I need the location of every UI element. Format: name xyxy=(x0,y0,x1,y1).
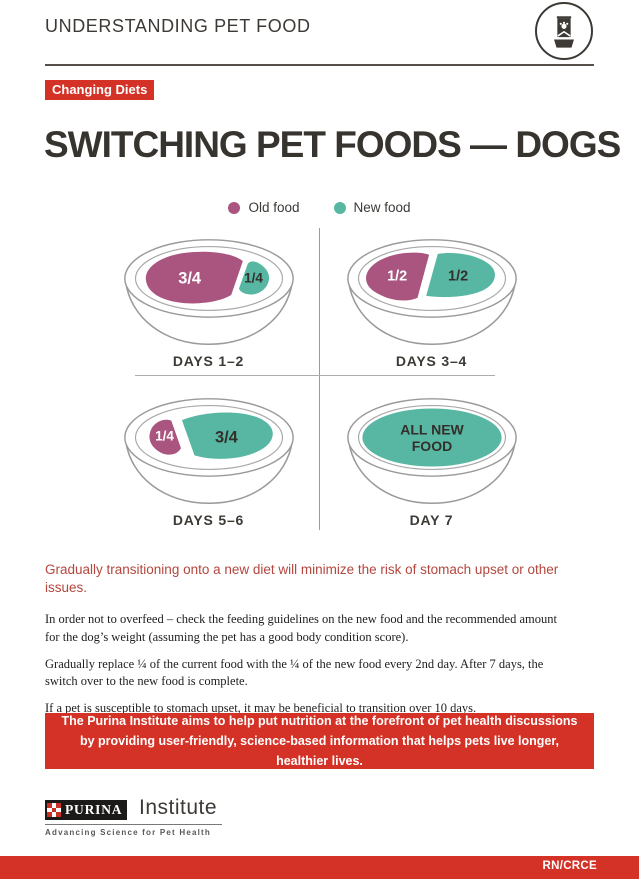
header-divider-rule xyxy=(45,64,594,66)
document-code: RN/CRCE xyxy=(542,860,597,872)
horizontal-divider xyxy=(135,375,495,376)
bowl-label-day-7: DAY 7 xyxy=(409,512,454,528)
old-food-segment xyxy=(145,251,243,304)
bowl-label-days-3-4: DAYS 3–4 xyxy=(395,353,468,369)
bowl-days-3-4: 1/2 1/2 DAYS 3–4 xyxy=(320,234,543,369)
bowl-days-1-2: 3/4 1/4 DAYS 1–2 xyxy=(97,234,320,369)
legend-item-old-food: Old food xyxy=(228,200,300,215)
purina-institute-callout: The Purina Institute aims to help put nu… xyxy=(45,713,594,769)
fraction-old: 1/4 xyxy=(155,428,174,443)
legend: Old food New food xyxy=(0,200,639,215)
vertical-divider xyxy=(319,228,320,530)
footer-tagline: Advancing Science for Pet Health xyxy=(45,828,211,837)
intro-highlight-text: Gradually transitioning onto a new diet … xyxy=(45,562,559,595)
bowl-graphic-days-3-4: 1/2 1/2 xyxy=(346,239,517,346)
old-food-dot-icon xyxy=(228,201,241,214)
purina-wordmark: PURINA xyxy=(65,802,123,818)
fraction-old: 1/2 xyxy=(387,268,407,284)
all-new-food-line2: FOOD xyxy=(411,438,452,454)
legend-label-old-food: Old food xyxy=(248,200,300,215)
new-food-segment xyxy=(425,253,495,298)
bowl-graphic-days-5-6: 1/4 3/4 xyxy=(123,398,294,505)
old-food-segment xyxy=(365,252,429,301)
bowl-days-5-6: 1/4 3/4 DAYS 5–6 xyxy=(97,393,320,528)
footer-rule xyxy=(45,824,222,825)
fraction-new: 3/4 xyxy=(214,428,238,446)
bottom-red-bar: RN/CRCE xyxy=(0,856,639,879)
callout-text: The Purina Institute aims to help put nu… xyxy=(61,714,578,768)
page-header-title: UNDERSTANDING PET FOOD xyxy=(45,16,311,36)
paragraph-replace: Gradually replace ¼ of the current food … xyxy=(45,656,544,689)
purina-checkerboard-icon xyxy=(47,803,61,817)
bowl-graphic-day-7: ALL NEW FOOD xyxy=(346,398,517,505)
fraction-new: 1/4 xyxy=(244,270,263,285)
bowl-graphic-days-1-2: 3/4 1/4 xyxy=(123,239,294,346)
fraction-old: 3/4 xyxy=(178,269,202,287)
new-food-segment xyxy=(238,261,269,295)
bowl-label-days-5-6: DAYS 5–6 xyxy=(172,512,245,528)
bowl-label-days-1-2: DAYS 1–2 xyxy=(172,353,245,369)
old-food-segment xyxy=(148,419,181,455)
body-text-block: Gradually transitioning onto a new diet … xyxy=(45,561,573,727)
bowl-day-7: ALL NEW FOOD DAY 7 xyxy=(320,393,543,528)
fraction-new: 1/2 xyxy=(448,268,468,284)
section-badge: Changing Diets xyxy=(45,80,155,100)
legend-label-new-food: New food xyxy=(353,200,411,215)
new-food-segment xyxy=(361,408,502,467)
purina-logo: PURINA xyxy=(45,800,128,820)
legend-item-new-food: New food xyxy=(333,200,411,215)
page-title: SWITCHING PET FOODS — DOGS xyxy=(44,124,621,165)
paragraph-susceptible: If a pet is susceptible to stomach upset… xyxy=(45,701,477,716)
pet-food-bag-and-bowl-icon xyxy=(535,2,593,60)
pet-food-icon-graphic xyxy=(554,16,574,48)
all-new-food-line1: ALL NEW xyxy=(400,422,464,438)
bowls-grid: 3/4 1/4 DAYS 1–2 1/2 1/2 DAYS 3–4 1/4 3/… xyxy=(97,228,543,530)
new-food-segment xyxy=(181,412,273,459)
paragraph-overfeed: In order not to overfeed – check the fee… xyxy=(45,612,557,644)
institute-wordmark: Institute xyxy=(139,796,218,819)
new-food-dot-icon xyxy=(333,201,346,214)
